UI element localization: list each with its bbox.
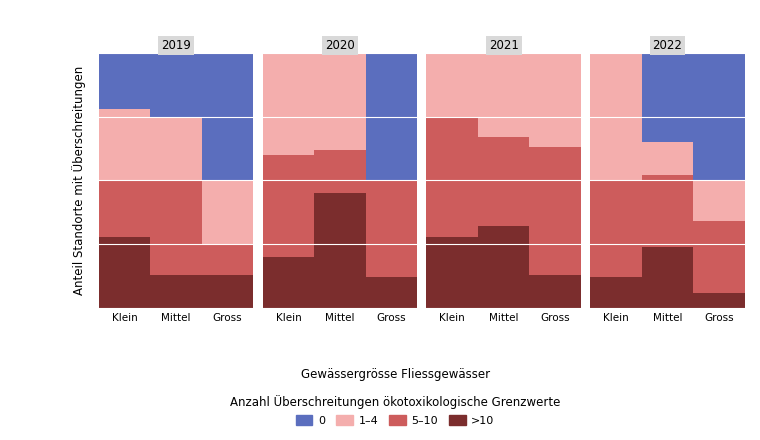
Bar (478, 226, 530, 308)
Y-axis label: Anteil Standorte mit Überschreitungen: Anteil Standorte mit Überschreitungen (71, 66, 86, 295)
Bar (314, 53, 366, 150)
Title: 2020: 2020 (325, 39, 355, 51)
Bar (99, 237, 150, 308)
Bar (99, 180, 150, 237)
Bar (263, 155, 314, 257)
Bar (202, 244, 253, 275)
Legend: 0, 1–4, 5–10, >10: 0, 1–4, 5–10, >10 (226, 391, 565, 430)
Bar (150, 53, 202, 117)
Bar (366, 53, 417, 180)
Bar (693, 221, 745, 293)
Bar (641, 53, 693, 142)
Bar (426, 53, 478, 117)
Bar (150, 275, 202, 308)
Bar (641, 142, 693, 175)
Bar (693, 53, 745, 180)
Bar (530, 147, 581, 275)
Bar (693, 293, 745, 308)
Bar (426, 237, 478, 308)
Bar (202, 180, 253, 244)
Bar (478, 53, 530, 137)
Bar (263, 53, 314, 155)
Bar (591, 180, 641, 277)
Bar (263, 257, 314, 308)
Bar (693, 180, 745, 221)
Text: Gewässergrösse Fliessgewässer: Gewässergrösse Fliessgewässer (301, 367, 489, 381)
Bar (202, 53, 253, 180)
Bar (591, 277, 641, 308)
Bar (478, 137, 530, 226)
Title: 2021: 2021 (489, 39, 518, 51)
Title: 2019: 2019 (161, 39, 191, 51)
Bar (150, 117, 202, 180)
Bar (366, 180, 417, 277)
Bar (202, 275, 253, 308)
Bar (314, 193, 366, 308)
Bar (641, 247, 693, 308)
Bar (591, 53, 641, 180)
Bar (366, 277, 417, 308)
Bar (314, 150, 366, 193)
Bar (641, 175, 693, 247)
Bar (530, 53, 581, 147)
Bar (99, 53, 150, 109)
Bar (530, 275, 581, 308)
Bar (150, 180, 202, 275)
Bar (99, 109, 150, 180)
Title: 2022: 2022 (653, 39, 682, 51)
Bar (426, 117, 478, 237)
